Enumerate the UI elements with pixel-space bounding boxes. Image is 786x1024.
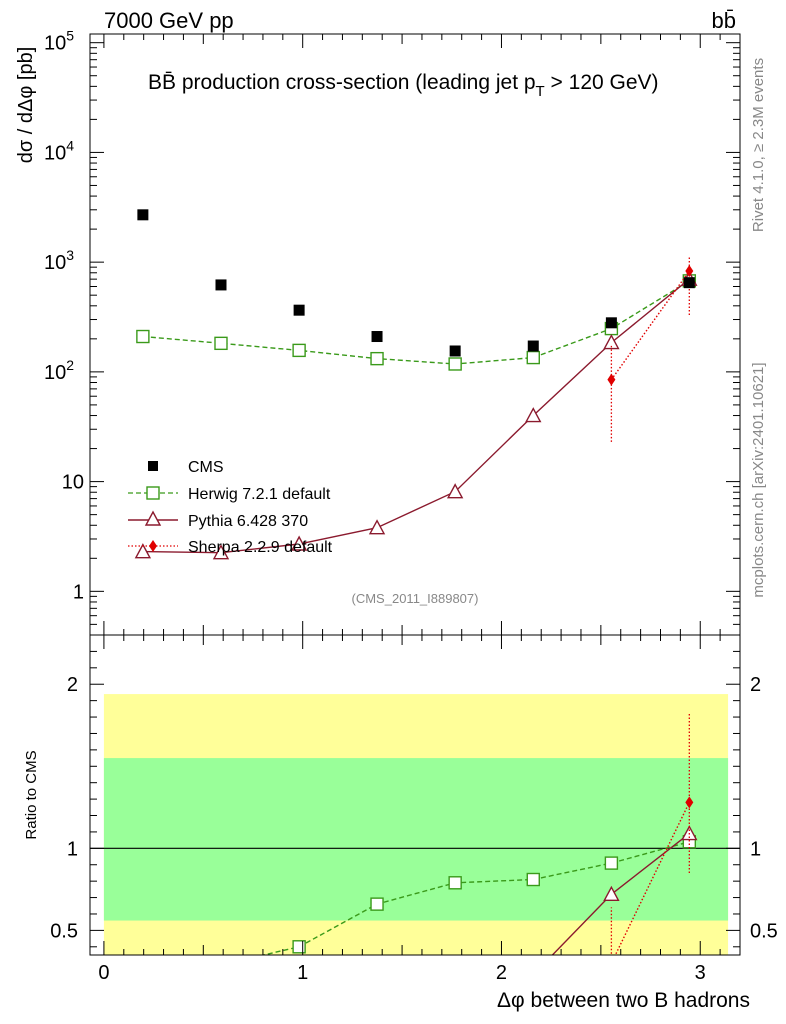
ratio-panel: 0.5 0.5 1 1 2 2 0 1 2 3 Ratio to CMS Δφ between … [23, 634, 778, 1012]
ratio-herwig-point [448, 876, 462, 890]
energy-label: 7000 GeV pp [104, 8, 234, 33]
main-minor-ticks [90, 47, 740, 636]
legend-pythia-marker [144, 510, 162, 526]
source-label: mcplots.cern.ch [arXiv:2401.10621] [750, 362, 767, 597]
main-y-tick-label: 10 [62, 472, 84, 494]
legend-entry-sherpa: Sherpa 2.2.9 default [128, 539, 333, 556]
ratio-y-tick-label: 0.5 [50, 920, 78, 942]
main-y-tick-label: 104 [44, 137, 74, 164]
x-tick-label: 1 [297, 962, 308, 984]
main-y-tick-label: 105 [44, 28, 74, 55]
x-tick-label: 2 [496, 962, 507, 984]
x-tick-label: 3 [695, 962, 706, 984]
ratio-y-label: Ratio to CMS [23, 750, 40, 839]
legend-herwig-label: Herwig 7.2.1 default [188, 486, 331, 503]
ratio-herwig-point [215, 959, 227, 971]
ratio-y-tick-label: 2 [67, 674, 78, 696]
main-pythia-point [290, 535, 308, 551]
legend-sherpa-marker [149, 540, 157, 552]
main-cms-point [527, 340, 539, 352]
ratio-herwig-point [526, 872, 540, 887]
legend-entry-herwig: Herwig 7.2.1 default [128, 486, 331, 503]
process-label: bb̄ [712, 8, 736, 33]
ratio-herwig-point [370, 897, 384, 911]
main-cms-point [683, 277, 695, 289]
legend-entry-pythia: Pythia 6.428 370 [128, 510, 308, 530]
rivet-label: Rivet 4.1.0, ≥ 2.3M events [750, 58, 767, 232]
ratio-frame [89, 634, 741, 956]
main-y-ticks: 1 10 102 103 104 105 [44, 28, 740, 603]
legend: CMS Herwig 7.2.1 default Pythia 6.428 37… [128, 459, 333, 556]
main-herwig-line [142, 280, 690, 365]
legend-entry-cms: CMS [148, 459, 224, 476]
ratio-band-inner [103, 758, 729, 921]
main-sherpa-point [607, 373, 616, 386]
chart-title-tail: > 120 GeV) [545, 71, 659, 94]
main-x-ticks [103, 34, 721, 635]
main-pythia-point [525, 407, 542, 423]
ratio-pythia-point [603, 885, 620, 901]
main-pythia-point [446, 483, 464, 499]
chart-title: BB̄ production cross-section (leading je… [148, 71, 659, 100]
main-herwig-point [214, 336, 228, 351]
legend-pythia-label: Pythia 6.428 370 [188, 513, 308, 530]
main-cms-point [293, 304, 305, 316]
main-panel: 1 10 102 103 104 105 BB̄ production cross-sec… [15, 28, 741, 636]
ratio-herwig-point [604, 856, 619, 870]
main-cms-point [371, 331, 383, 343]
ratio-bands [90, 694, 740, 955]
legend-cms-marker [148, 461, 158, 471]
legend-herwig-marker [146, 486, 160, 500]
main-pythia-point [212, 544, 230, 560]
main-y-tick-label: 1 [73, 581, 84, 603]
ratio-herwig-point [292, 940, 306, 954]
chart-title-sub: T [536, 83, 545, 100]
ratio-sherpa-point [685, 796, 694, 809]
main-pythia-point [603, 334, 620, 350]
main-series [134, 209, 698, 560]
main-y-label: dσ / dΔφ [pb] [15, 47, 37, 164]
main-herwig-point [292, 343, 306, 358]
x-tick-label: 0 [98, 962, 109, 984]
ratio-y-tick-label-right: 0.5 [750, 920, 778, 942]
legend-sherpa-label: Sherpa 2.2.9 default [188, 539, 333, 556]
main-herwig-point [370, 351, 384, 366]
main-sherpa-point [685, 265, 694, 278]
main-y-tick-label: 102 [44, 357, 74, 384]
main-pythia-point [368, 519, 386, 535]
main-herwig-point [526, 350, 540, 365]
ratio-series [215, 713, 698, 981]
main-y-tick-label: 103 [44, 247, 74, 274]
main-pythia-point [134, 543, 152, 559]
main-cms-point [449, 345, 461, 357]
ratio-x-ticks: 0 1 2 3 [98, 635, 721, 984]
main-sherpa-line [610, 270, 690, 381]
main-cms-point [137, 209, 149, 221]
ratio-y-tick-label: 1 [67, 838, 78, 860]
x-axis-label: Δφ between two B hadrons [497, 989, 750, 1012]
main-cms-point [605, 317, 617, 329]
chart-title-main: BB̄ production cross-section (leading je… [148, 71, 536, 94]
main-herwig-point [448, 357, 462, 371]
ratio-sherpa-point [607, 957, 615, 969]
analysis-tag: (CMS_2011_I889807) [352, 591, 479, 606]
main-pythia-line [142, 278, 690, 554]
ratio-y-tick-label-right: 1 [750, 838, 761, 860]
main-cms-point [215, 279, 227, 291]
legend-cms-label: CMS [188, 459, 224, 476]
ratio-pythia-point [526, 968, 540, 981]
main-herwig-point [136, 329, 150, 344]
ratio-y-tick-label-right: 2 [750, 674, 761, 696]
ratio-y-ticks: 0.5 0.5 1 1 2 2 [50, 650, 778, 948]
